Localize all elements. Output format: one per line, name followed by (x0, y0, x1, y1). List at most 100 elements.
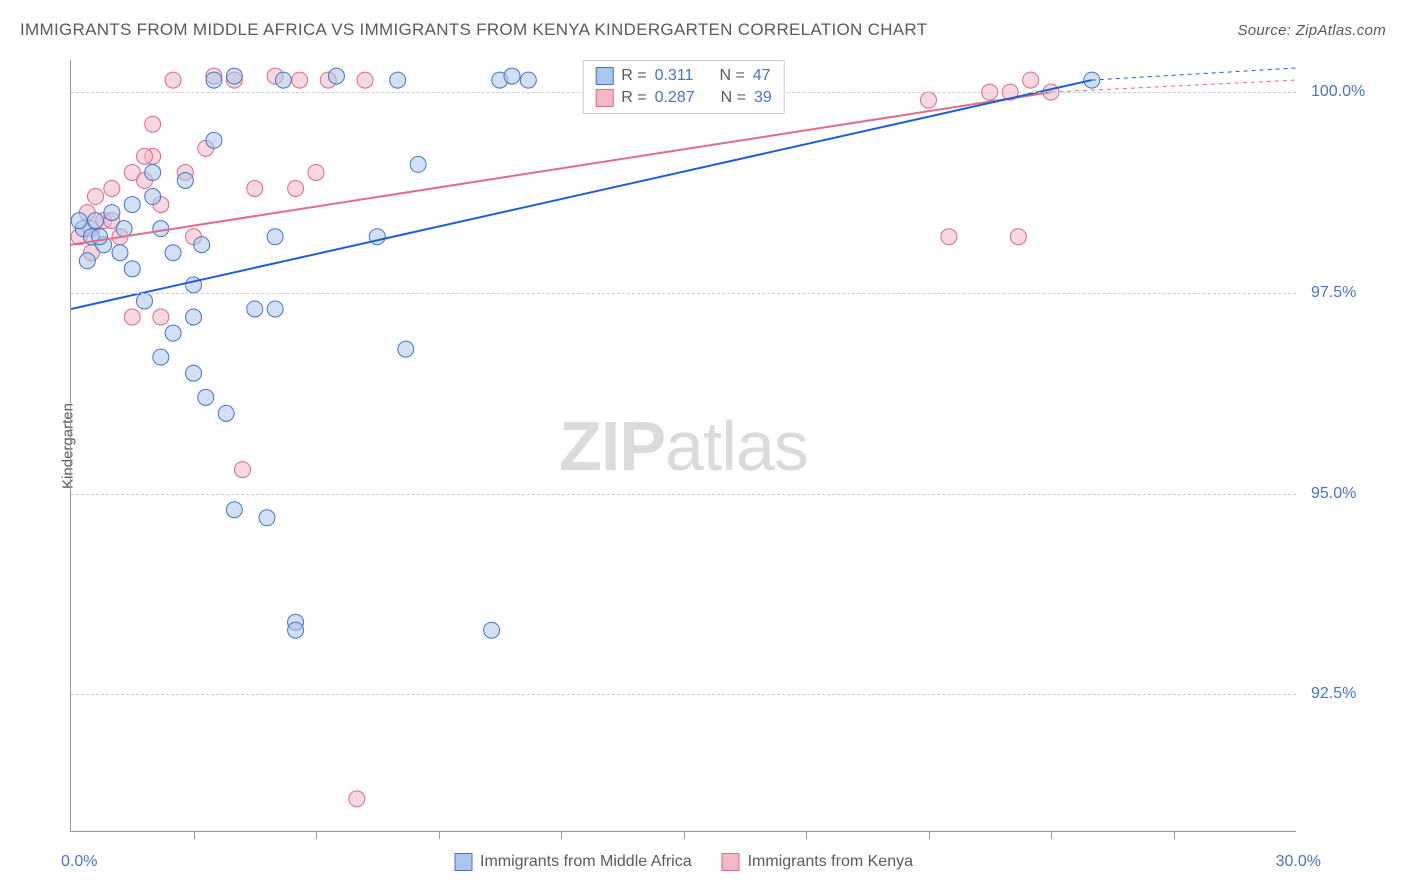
scatter-point-middle-africa (288, 622, 304, 638)
scatter-point-kenya (235, 462, 251, 478)
scatter-point-middle-africa (186, 309, 202, 325)
scatter-point-middle-africa (79, 253, 95, 269)
legend-n-label: N = (719, 67, 744, 85)
scatter-point-kenya (124, 309, 140, 325)
y-tick-label: 92.5% (1311, 685, 1391, 703)
scatter-point-middle-africa (504, 68, 520, 84)
scatter-point-middle-africa (153, 349, 169, 365)
scatter-point-middle-africa (165, 325, 181, 341)
gridline (71, 494, 1296, 495)
legend-correlation-row: R =0.311N =47 (595, 65, 772, 87)
x-axis-min-label: 0.0% (61, 853, 97, 871)
source-attribution: Source: ZipAtlas.com (1237, 22, 1386, 39)
scatter-point-middle-africa (484, 622, 500, 638)
scatter-point-middle-africa (267, 229, 283, 245)
legend-r-value: 0.287 (655, 89, 695, 107)
x-tick (1051, 831, 1052, 839)
scatter-point-kenya (88, 189, 104, 205)
scatter-point-kenya (1010, 229, 1026, 245)
x-tick (1174, 831, 1175, 839)
x-tick (684, 831, 685, 839)
source-label: Source: (1237, 22, 1295, 39)
trend-line-middle-africa (71, 80, 1092, 309)
scatter-point-middle-africa (186, 365, 202, 381)
legend-correlation-box: R = 0.311 N = 47 R = 0.287 N = 39 (582, 60, 785, 114)
scatter-point-middle-africa (116, 221, 132, 237)
scatter-point-middle-africa (275, 72, 291, 88)
legend-n-value: 47 (753, 67, 771, 85)
scatter-point-kenya (349, 791, 365, 807)
scatter-point-middle-africa (71, 213, 87, 229)
legend-series-label: Immigrants from Middle Africa (480, 853, 692, 871)
scatter-point-kenya (247, 181, 263, 197)
scatter-point-middle-africa (165, 245, 181, 261)
scatter-point-middle-africa (410, 156, 426, 172)
x-tick (316, 831, 317, 839)
x-tick (194, 831, 195, 839)
scatter-point-middle-africa (390, 72, 406, 88)
y-tick-label: 97.5% (1311, 284, 1391, 302)
gridline (71, 694, 1296, 695)
scatter-point-kenya (288, 181, 304, 197)
title-bar: IMMIGRANTS FROM MIDDLE AFRICA VS IMMIGRA… (20, 20, 1386, 40)
scatter-point-middle-africa (218, 405, 234, 421)
scatter-point-middle-africa (206, 132, 222, 148)
scatter-point-middle-africa (194, 237, 210, 253)
x-axis-max-label: 30.0% (1276, 853, 1321, 871)
scatter-point-middle-africa (177, 172, 193, 188)
scatter-point-middle-africa (267, 301, 283, 317)
legend-series-label: Immigrants from Kenya (748, 853, 913, 871)
x-tick (561, 831, 562, 839)
legend-swatch (722, 853, 740, 871)
legend-swatch (454, 853, 472, 871)
scatter-point-middle-africa (153, 221, 169, 237)
scatter-point-kenya (921, 92, 937, 108)
x-tick (439, 831, 440, 839)
scatter-point-kenya (137, 148, 153, 164)
y-tick-label: 100.0% (1311, 83, 1391, 101)
scatter-point-kenya (165, 72, 181, 88)
legend-series-item: Immigrants from Middle Africa (454, 853, 692, 871)
chart-svg (71, 60, 1296, 831)
scatter-point-middle-africa (92, 229, 108, 245)
legend-n-label: N = (721, 89, 746, 107)
scatter-point-middle-africa (328, 68, 344, 84)
legend-n-value: 39 (754, 89, 772, 107)
trend-line-middle-africa-extrapolation (1092, 68, 1296, 80)
scatter-point-middle-africa (124, 261, 140, 277)
scatter-point-kenya (153, 309, 169, 325)
scatter-point-middle-africa (520, 72, 536, 88)
scatter-point-middle-africa (226, 68, 242, 84)
scatter-point-middle-africa (398, 341, 414, 357)
scatter-point-kenya (308, 164, 324, 180)
x-tick (929, 831, 930, 839)
y-tick-label: 95.0% (1311, 485, 1391, 503)
legend-r-label: R = (621, 89, 646, 107)
legend-correlation-row: R = 0.287 N = 39 (595, 87, 772, 109)
scatter-point-middle-africa (88, 213, 104, 229)
scatter-point-middle-africa (145, 164, 161, 180)
scatter-point-kenya (941, 229, 957, 245)
scatter-point-kenya (292, 72, 308, 88)
scatter-point-middle-africa (145, 189, 161, 205)
scatter-point-middle-africa (124, 197, 140, 213)
scatter-point-middle-africa (104, 205, 120, 221)
scatter-point-middle-africa (259, 510, 275, 526)
scatter-point-kenya (1023, 72, 1039, 88)
scatter-point-middle-africa (112, 245, 128, 261)
source-value: ZipAtlas.com (1296, 22, 1386, 39)
scatter-point-middle-africa (198, 389, 214, 405)
scatter-point-middle-africa (247, 301, 263, 317)
gridline (71, 293, 1296, 294)
trend-line-kenya (71, 92, 1051, 245)
plot-area: ZIPatlas R =0.311N =47R =0.287N =39 Immi… (70, 60, 1296, 832)
scatter-point-middle-africa (226, 502, 242, 518)
scatter-point-middle-africa (137, 293, 153, 309)
legend-r-value: 0.311 (655, 67, 694, 85)
scatter-point-kenya (104, 181, 120, 197)
legend-series-item: Immigrants from Kenya (722, 853, 913, 871)
legend-swatch (595, 89, 613, 107)
scatter-point-kenya (357, 72, 373, 88)
legend-series: Immigrants from Middle Africa Immigrants … (454, 853, 913, 871)
scatter-point-middle-africa (206, 72, 222, 88)
